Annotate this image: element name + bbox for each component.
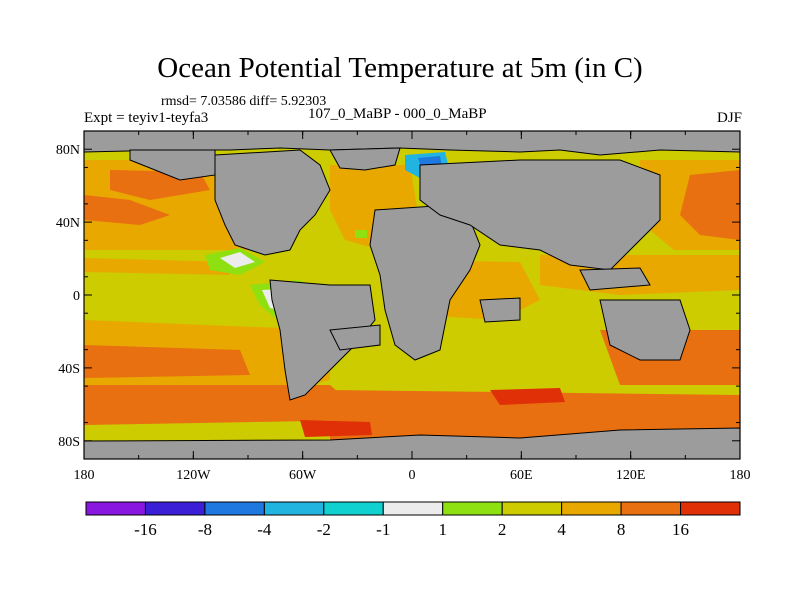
lat-labels: 80N 40N 0 40S 80S (56, 143, 80, 450)
lon-label: 0 (409, 468, 416, 483)
eurasia (419, 159, 661, 271)
alaska (129, 149, 216, 181)
southern-ocean-red-2 (300, 420, 372, 437)
lat-label: 40S (58, 362, 80, 377)
colorbar-label: -4 (257, 520, 272, 539)
colorbar-label: 8 (617, 520, 626, 539)
colorbar-label: 16 (672, 520, 689, 539)
australia (599, 299, 691, 361)
colorbar-box (323, 501, 384, 516)
lat-label: 40N (56, 216, 80, 231)
south-america (269, 279, 376, 401)
white-patch-central-america (220, 252, 255, 268)
colorbar-box (144, 501, 206, 516)
lon-label: 180 (74, 468, 95, 483)
season-label: DJF (716, 110, 742, 126)
southern-ocean-red (490, 388, 565, 405)
colorbar-label: -2 (317, 520, 331, 539)
colorbar-label: 2 (498, 520, 507, 539)
colorbar (85, 501, 741, 516)
axis-ticks (83, 130, 741, 460)
colorbar-box (620, 501, 682, 516)
lon-label: 120E (616, 468, 646, 483)
colorbar-box (382, 501, 444, 516)
colorbar-box (501, 501, 563, 516)
maritime-continent (579, 267, 651, 291)
colorbar-labels: -16 -8 -4 -2 -1 1 2 4 8 16 (134, 520, 689, 539)
colorbar-label: 4 (557, 520, 566, 539)
southern-ocean-hot (84, 385, 370, 425)
colorbar-box (442, 501, 503, 516)
lat-label: 80N (56, 143, 80, 158)
land-masses (84, 131, 740, 459)
lon-label: 180 (730, 468, 751, 483)
south-atlantic-land (329, 324, 381, 351)
north-america (214, 149, 331, 256)
lon-labels: 180 120W 60W 0 60E 120E 180 (74, 468, 751, 483)
colorbar-box (561, 501, 622, 516)
colorbar-box (85, 501, 146, 516)
colorbar-box (204, 501, 265, 516)
madagascar-land (479, 297, 521, 323)
page-title: Ocean Potential Temperature at 5m (in C) (157, 52, 643, 84)
south-pacific-hot (84, 345, 250, 378)
antarctica (84, 427, 740, 459)
tropical-pacific-band (84, 258, 230, 275)
map-field (84, 131, 740, 459)
lat-label: 80S (58, 435, 80, 450)
west-pacific-hot (680, 170, 740, 240)
experiment-label: Expt = teyiv1-teyfa3 (84, 110, 209, 126)
colorbar-label: 1 (438, 520, 447, 539)
period-label: 107_0_MaBP - 000_0_MaBP (308, 106, 487, 122)
rmsd-stats: rmsd= 7.03586 diff= 5.92303 (161, 94, 327, 109)
lon-label: 60W (289, 468, 317, 483)
greenland (329, 147, 401, 171)
lat-label: 0 (73, 289, 80, 304)
colorbar-label: -8 (198, 520, 212, 539)
lon-label: 60E (510, 468, 533, 483)
green-patch-1 (355, 230, 367, 238)
north-pacific-hot-2 (84, 195, 170, 225)
colorbar-label: -16 (134, 520, 157, 539)
colorbar-label: -1 (376, 520, 390, 539)
colorbar-box (680, 501, 741, 516)
lon-label: 120W (176, 468, 211, 483)
colorbar-box (263, 501, 325, 516)
